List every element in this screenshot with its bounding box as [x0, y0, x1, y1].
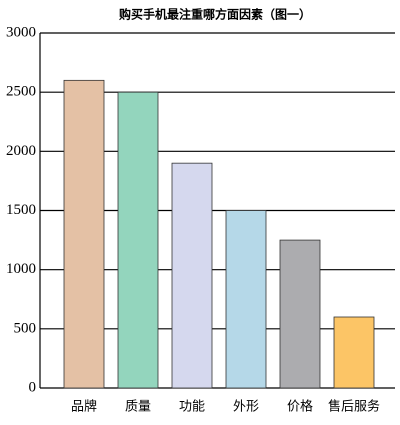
bar — [63, 79, 105, 389]
y-tick-label: 3000 — [6, 24, 36, 40]
x-tick-label: 外形 — [233, 400, 259, 415]
bar — [225, 210, 267, 389]
bar — [279, 239, 321, 389]
bar — [171, 162, 213, 389]
y-tick-label: 500 — [14, 320, 37, 336]
bar — [117, 91, 159, 389]
x-tick-label: 品牌 — [71, 399, 97, 415]
x-tick-label: 质量 — [125, 400, 151, 415]
x-tick-label: 价格 — [287, 399, 313, 415]
y-tick-label: 0 — [29, 379, 37, 395]
y-tick-label: 2500 — [6, 84, 36, 100]
chart-title: 购买手机最注重哪方面因素（图一） — [119, 7, 311, 22]
x-tick-label: 功能 — [179, 400, 205, 415]
y-tick-label: 1000 — [6, 261, 36, 277]
y-tick-label: 1500 — [6, 202, 36, 218]
bar — [333, 316, 375, 389]
y-tick-label: 2000 — [6, 143, 36, 159]
x-tick-label: 售后服务 — [328, 399, 380, 415]
